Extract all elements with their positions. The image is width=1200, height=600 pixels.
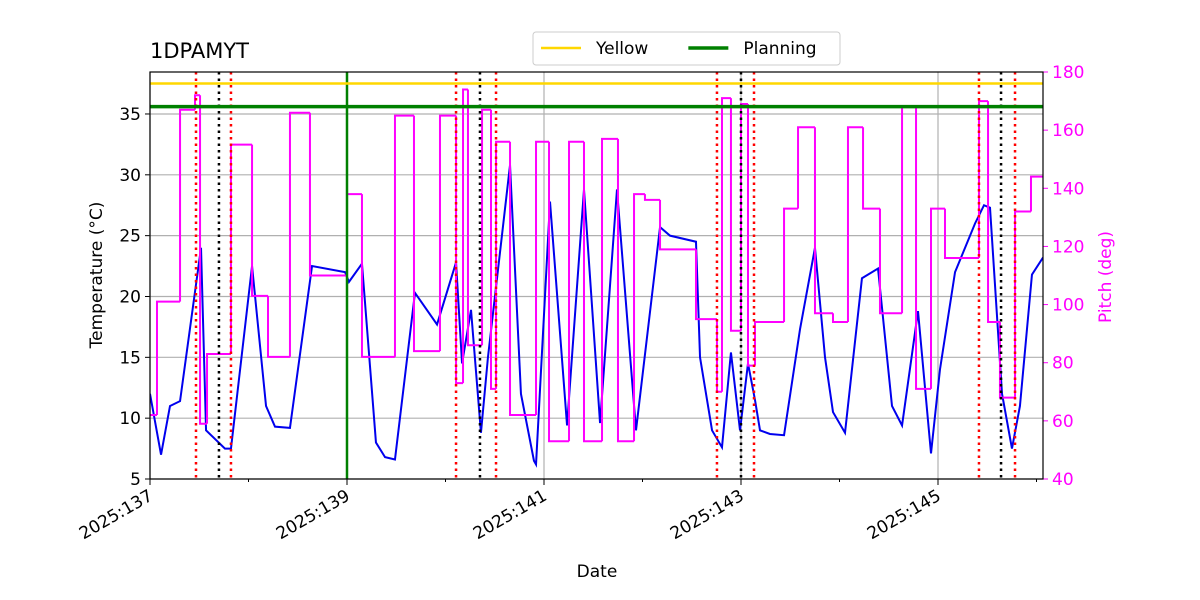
pitch-step [616,138,635,443]
pitch-step [466,89,483,347]
pitch-step [199,95,208,425]
pitch-step [155,300,181,416]
pitch-step [878,208,903,315]
y-tick-label: 25 [119,227,141,247]
pitch-step [288,111,310,357]
x-axis-label: Date [577,562,618,582]
y-tick-label: 10 [119,409,141,429]
pitch-step [813,127,833,315]
pitch-step [797,126,815,209]
pitch-step [455,115,464,385]
y2-tick-label: 40 [1052,470,1074,490]
pitch-step [206,352,231,424]
y-axis-label: Temperature (°C) [87,202,107,350]
x-tick-label: 2025:143 [667,486,748,544]
pitch-step [568,140,584,442]
x-tick-label: 2025:141 [470,486,551,544]
pitch-step [346,193,362,276]
pitch-step [643,194,661,201]
x-tick-label: 2025:137 [76,486,157,544]
x-tick-label: 2025:139 [273,486,354,544]
chart-title: 1DPAMYT [150,39,249,63]
y-tick-label: 20 [119,287,141,307]
pitch-step [943,208,979,260]
pitch-step [783,207,799,323]
pitch-step [582,141,603,443]
pitch-step [862,127,880,210]
pitch-step [659,199,696,251]
y2-tick-label: 120 [1052,237,1084,257]
pitch-step [846,126,864,323]
legend-label: Yellow [595,39,648,59]
y2-tick-label: 140 [1052,179,1084,199]
y2-tick-label: 80 [1052,354,1074,374]
pitch-step [393,114,414,357]
pitch-step [915,106,932,390]
pitch-step [509,141,537,417]
pitch-step [601,137,618,442]
y2-tick-label: 160 [1052,121,1084,141]
y-tick-label: 15 [119,348,141,368]
pitch-step [490,109,497,390]
pitch-step [720,97,731,392]
pitch-step [267,295,290,358]
pitch-step [360,194,395,358]
y2-tick-label: 60 [1052,412,1074,432]
y2-tick-label: 180 [1052,63,1084,83]
pitch-step [694,249,717,321]
pitch-step [179,108,196,302]
pitch-step [229,143,253,354]
y-tick-label: 5 [130,470,141,490]
pitch-step [977,100,989,259]
pitch-step [1014,210,1031,398]
plot-frame [149,71,1044,480]
pitch-step [462,88,468,384]
pitch-step [548,141,570,443]
y-tick-label: 30 [119,166,141,186]
pitch-step [308,112,347,277]
legend-box [532,31,841,66]
y2-tick-label: 100 [1052,296,1084,316]
pitch-step [746,103,755,367]
pitch-step [633,193,645,442]
pitch-step [412,115,440,353]
y2-axis-label: Pitch (deg) [1096,231,1116,323]
x-tick-label: 2025:145 [864,486,945,544]
pitch-step [481,108,492,346]
pitch-step [901,105,917,314]
pitch-step [729,98,741,332]
pitch-step [251,144,269,297]
y-tick-label: 35 [119,105,141,125]
pitch-step [1029,175,1043,212]
pitch-step [987,101,1000,324]
pitch-step [438,114,457,352]
pitch-step [930,207,945,389]
temperature-line [150,164,1043,468]
pitch-step [831,313,848,324]
pitch-step [753,321,785,366]
legend-label: Planning [743,39,816,59]
pitch-step [535,140,550,416]
